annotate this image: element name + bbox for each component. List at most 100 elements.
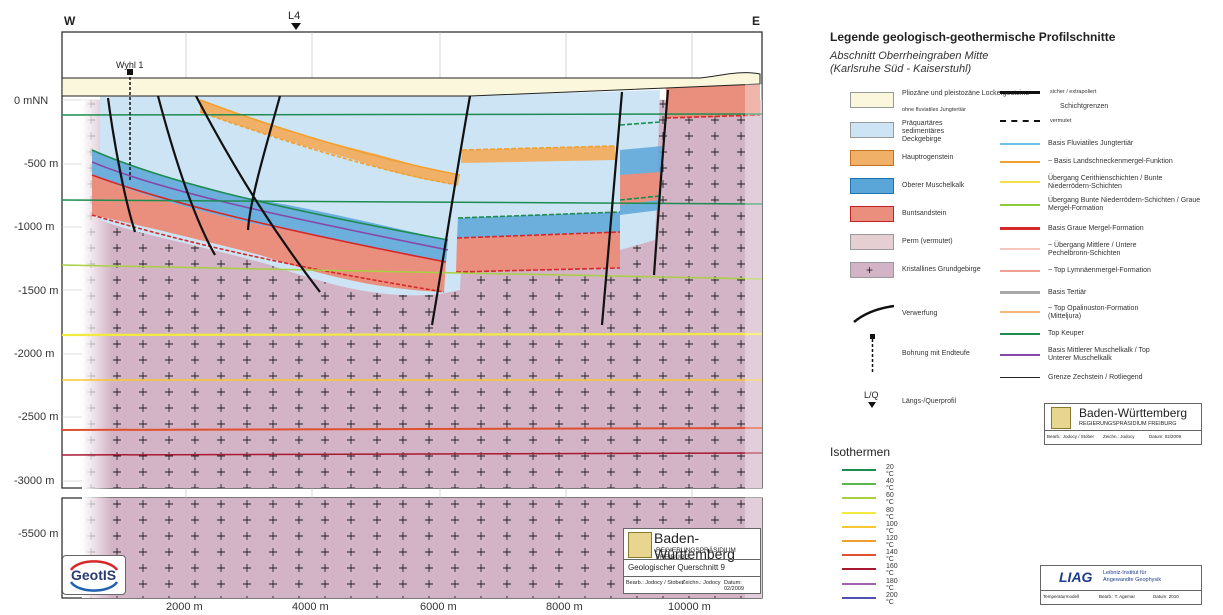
legend-logo-datum: Datum: 02/2009 <box>1149 434 1182 439</box>
y-tick: -2000 m <box>14 348 55 360</box>
isotherm-label: 20 °C <box>886 464 894 478</box>
line-label: Übergang Cerithienschichten / Bunte Nied… <box>1048 175 1163 190</box>
geotis-logo: GeotIS <box>62 555 126 595</box>
profile-legend-label: Längs-/Querprofil <box>902 398 957 405</box>
liag-text: Leibniz-Institut für <box>1103 570 1147 576</box>
coat-of-arms-icon <box>628 532 652 558</box>
assumed-line-icon <box>1000 120 1040 122</box>
swatch-buntsandstein <box>850 206 894 222</box>
unit-label: Kristallines Grundgebirge <box>902 266 981 273</box>
isotherm-label: 200 °C <box>886 591 898 606</box>
y-tick: -500 m <box>24 158 59 170</box>
legend-logo-bearb: Bearb.: Jodocy / Stober <box>1047 434 1095 439</box>
isotherm-line-icon <box>842 596 876 599</box>
titlebox-bearb: Bearb.: Jodocy / Stober <box>626 580 684 586</box>
buntsandstein <box>92 175 446 292</box>
line-label: ~ Übergang Mittlere / Untere Pechelbronn… <box>1048 242 1137 257</box>
profile-mark-icon <box>868 402 876 408</box>
isotherm-line-icon <box>842 554 876 557</box>
liag-logo: LIAG Leibniz-Institut für Angewandte Geo… <box>1040 565 1202 605</box>
legend-logo-state: Baden-Württemberg <box>1079 406 1188 420</box>
y-tick: -1000 m <box>14 221 55 233</box>
line-label: Basis Tertiär <box>1048 289 1087 296</box>
isotherm-label: 100 °C <box>886 520 898 535</box>
borehole-legend-label: Bohrung mit Endteufe <box>902 350 970 357</box>
isotherm-label: 160 °C <box>886 563 898 578</box>
legend-bw-logo: Baden-Württemberg REGIERUNGSPRÄSIDIUM FR… <box>1044 403 1202 445</box>
x-tick: 2000 m <box>166 601 203 613</box>
swatch-sediment <box>850 122 894 138</box>
isotherm-label: 80 °C <box>886 506 894 521</box>
unit-label: Hauptrogenstein <box>902 154 954 161</box>
liag-text: Angewandte Geophysik <box>1103 577 1162 583</box>
isotherm-line-icon <box>842 568 876 571</box>
geotis-text: GeotIS <box>71 567 117 583</box>
y-tick: -1500 m <box>18 285 59 297</box>
x-tick: 8000 m <box>546 601 583 613</box>
isotherm-line-icon <box>842 525 876 528</box>
legend-logo-zeichn: Zeichn.: Jodocy <box>1103 434 1135 439</box>
isotherm-lines <box>61 113 763 456</box>
borehole-symbol-icon <box>870 334 875 374</box>
liag-cell: Temperaturmodell <box>1043 594 1080 599</box>
isotherm-line-icon <box>842 469 876 471</box>
boundary-certain: sicher / extrapoliert <box>1050 89 1097 95</box>
fault-symbol-icon <box>853 304 895 323</box>
unit-sublabel: ohne fluviatiles Jungtertiär <box>902 107 966 113</box>
isotherm-label: 60 °C <box>886 492 894 507</box>
fault-lines <box>106 89 670 326</box>
liag-cell: Bearb.: T. Agemar <box>1099 594 1135 599</box>
unit-label: Pliozäne und pleistozäne Lockergesteine <box>902 90 1030 97</box>
west-label: W <box>64 14 76 28</box>
unit-label: Oberer Muschelkalk <box>902 182 965 189</box>
line-label: Top Keuper <box>1048 330 1084 337</box>
title-box: Baden-Württemberg REGIERUNGSPRÄSIDIUM FR… <box>623 528 761 594</box>
isotherm-line-icon <box>842 540 876 542</box>
profile-mark: L/Q <box>864 390 879 400</box>
liag-name: LIAG <box>1059 569 1093 585</box>
line-label: ~ Top Opalinuston-Formation (Mitteljura) <box>1048 305 1139 320</box>
isotherm-label: 140 °C <box>886 549 898 564</box>
line-label: Basis Fluviatiles Jungtertiär <box>1048 140 1134 147</box>
quaternary <box>61 72 761 97</box>
fault-legend-label: Verwerfung <box>902 310 938 317</box>
legend-subtitle-1: Abschnitt Oberrheingraben Mitte <box>830 50 989 62</box>
line-label: Basis Graue Mergel-Formation <box>1048 225 1144 232</box>
east-label: E <box>752 14 761 28</box>
boundary-assumed: vermutet <box>1050 118 1072 124</box>
section-marker: L4 <box>288 10 301 22</box>
x-tick: 4000 m <box>292 601 329 613</box>
legend-logo-authority: REGIERUNGSPRÄSIDIUM FREIBURG <box>1079 421 1177 427</box>
titlebox-state: Baden-Württemberg <box>654 530 735 562</box>
isotherm-line-icon <box>842 483 876 486</box>
line-label: ~ Top Lymnäenmergel-Formation <box>1048 267 1151 274</box>
unit-label: Präquartäres sedimentäres Deckgebirge <box>902 120 945 143</box>
isotherm-label: 40 °C <box>886 478 894 493</box>
y-tick: 0 mNN <box>14 95 49 107</box>
x-tick: 10000 m <box>668 601 711 613</box>
swatch-quaternary <box>850 92 894 108</box>
x-tick: 6000 m <box>420 601 457 613</box>
liag-cell: Datum: 2010 <box>1153 594 1179 599</box>
muschelkalk <box>92 150 448 262</box>
isotherm-line-icon <box>842 497 876 500</box>
boundary-header: Schichtgrenzen <box>1060 103 1109 110</box>
line-label: Grenze Zechstein / Rotliegend <box>1048 374 1143 381</box>
isotherm-line-icon <box>842 511 876 514</box>
legend-title: Legende geologisch-geothermische Profils… <box>830 30 1116 44</box>
isotherm-label: 120 °C <box>886 535 898 549</box>
unit-label: Perm (vermutet) <box>902 238 953 245</box>
unit-label: Buntsandstein <box>902 210 947 217</box>
section-marker-icon <box>291 23 301 30</box>
swatch-basement: + <box>850 262 894 278</box>
certain-line-icon <box>1000 91 1040 94</box>
geotis-arcs-icon <box>69 560 119 592</box>
y-tick: -2500 m <box>18 411 59 423</box>
titlebox-authority: REGIERUNGSPRÄSIDIUM FREIBURG <box>656 547 736 561</box>
y-tick: -5500 m <box>18 528 59 540</box>
titlebox-datum: Datum: 02/2009 <box>724 580 744 592</box>
y-tick: -3000 m <box>14 475 55 487</box>
isotherm-label: 180 °C <box>886 577 898 592</box>
titlebox-zeichn: Zeichn.: Jodocy <box>682 580 721 586</box>
titlebox-title: Geologischer Querschnitt 9 <box>628 563 725 572</box>
